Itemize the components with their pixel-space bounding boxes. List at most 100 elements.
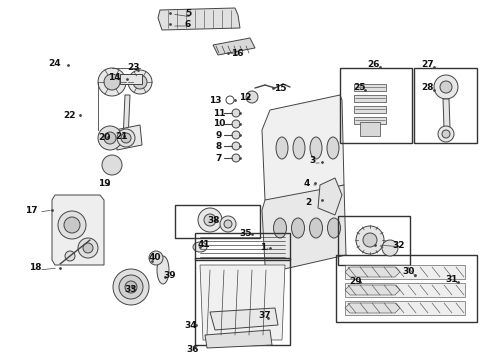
Circle shape bbox=[246, 91, 258, 103]
Text: 4: 4 bbox=[304, 179, 310, 188]
Text: 18: 18 bbox=[29, 264, 41, 273]
Bar bbox=[338, 216, 410, 265]
Ellipse shape bbox=[157, 256, 169, 284]
Circle shape bbox=[363, 233, 377, 247]
Bar bbox=[414, 68, 477, 143]
Ellipse shape bbox=[276, 137, 288, 159]
Text: 38: 38 bbox=[208, 216, 220, 225]
Circle shape bbox=[198, 208, 222, 232]
Circle shape bbox=[125, 281, 137, 293]
Bar bbox=[120, 74, 142, 84]
Text: 3: 3 bbox=[310, 156, 316, 165]
Text: 35: 35 bbox=[240, 229, 252, 238]
Ellipse shape bbox=[310, 137, 322, 159]
Polygon shape bbox=[443, 99, 450, 128]
Circle shape bbox=[58, 211, 86, 239]
Text: 1: 1 bbox=[260, 243, 266, 252]
Text: 21: 21 bbox=[115, 131, 127, 140]
Circle shape bbox=[438, 126, 454, 142]
Polygon shape bbox=[262, 95, 344, 205]
Ellipse shape bbox=[292, 218, 304, 238]
Text: 29: 29 bbox=[350, 276, 362, 285]
Text: 11: 11 bbox=[213, 108, 225, 117]
Polygon shape bbox=[345, 303, 400, 313]
Circle shape bbox=[104, 74, 120, 90]
Circle shape bbox=[204, 214, 216, 226]
Circle shape bbox=[102, 155, 122, 175]
Text: 7: 7 bbox=[216, 153, 222, 162]
Polygon shape bbox=[213, 38, 255, 55]
Text: 25: 25 bbox=[353, 82, 365, 91]
Text: 2: 2 bbox=[305, 198, 311, 207]
Bar bbox=[345, 301, 465, 315]
Bar bbox=[195, 233, 290, 260]
Text: 37: 37 bbox=[259, 310, 271, 320]
Text: 26: 26 bbox=[368, 59, 380, 68]
Text: 20: 20 bbox=[98, 132, 110, 141]
Polygon shape bbox=[345, 267, 400, 277]
Text: 19: 19 bbox=[98, 179, 110, 188]
Ellipse shape bbox=[327, 137, 339, 159]
Text: 33: 33 bbox=[125, 285, 137, 294]
Polygon shape bbox=[210, 308, 278, 330]
Circle shape bbox=[78, 238, 98, 258]
Polygon shape bbox=[158, 8, 240, 30]
Circle shape bbox=[434, 75, 458, 99]
Bar bbox=[360, 122, 380, 136]
Circle shape bbox=[121, 133, 131, 143]
Circle shape bbox=[356, 226, 384, 254]
Ellipse shape bbox=[293, 137, 305, 159]
Circle shape bbox=[65, 251, 75, 261]
Text: 8: 8 bbox=[216, 141, 222, 150]
Circle shape bbox=[232, 154, 240, 162]
Bar bbox=[354, 106, 386, 113]
Text: 9: 9 bbox=[216, 131, 222, 140]
Bar bbox=[354, 117, 386, 124]
Text: 15: 15 bbox=[274, 84, 286, 93]
Bar bbox=[345, 265, 465, 279]
Text: 5: 5 bbox=[185, 9, 191, 18]
Ellipse shape bbox=[193, 242, 207, 252]
Circle shape bbox=[128, 70, 152, 94]
Bar bbox=[195, 258, 290, 345]
Text: 6: 6 bbox=[185, 19, 191, 28]
Bar bbox=[175, 205, 260, 238]
Text: 41: 41 bbox=[197, 239, 210, 248]
Circle shape bbox=[113, 269, 149, 305]
Text: 31: 31 bbox=[446, 275, 458, 284]
Text: 13: 13 bbox=[209, 95, 221, 104]
Bar bbox=[354, 84, 386, 91]
Bar bbox=[336, 255, 477, 322]
Circle shape bbox=[220, 216, 236, 232]
Text: 14: 14 bbox=[108, 72, 121, 81]
Text: 36: 36 bbox=[187, 345, 199, 354]
Circle shape bbox=[442, 130, 450, 138]
Polygon shape bbox=[345, 285, 400, 295]
Text: 22: 22 bbox=[63, 111, 75, 120]
Circle shape bbox=[232, 131, 240, 139]
Polygon shape bbox=[52, 195, 104, 265]
Circle shape bbox=[133, 75, 147, 89]
Text: 24: 24 bbox=[49, 59, 61, 68]
Circle shape bbox=[382, 240, 398, 256]
Circle shape bbox=[64, 217, 80, 233]
Circle shape bbox=[104, 132, 116, 144]
Polygon shape bbox=[318, 178, 342, 215]
Circle shape bbox=[232, 142, 240, 150]
Polygon shape bbox=[205, 330, 272, 348]
Circle shape bbox=[440, 81, 452, 93]
Text: 40: 40 bbox=[149, 253, 161, 262]
Circle shape bbox=[117, 129, 135, 147]
Text: 32: 32 bbox=[393, 240, 405, 249]
Circle shape bbox=[98, 126, 122, 150]
Ellipse shape bbox=[273, 218, 287, 238]
Circle shape bbox=[224, 220, 232, 228]
Circle shape bbox=[119, 275, 143, 299]
Ellipse shape bbox=[327, 218, 341, 238]
Text: 17: 17 bbox=[24, 206, 37, 215]
Text: 28: 28 bbox=[422, 82, 434, 91]
Bar bbox=[345, 283, 465, 297]
Circle shape bbox=[232, 109, 240, 117]
Text: 23: 23 bbox=[127, 63, 139, 72]
Polygon shape bbox=[115, 125, 142, 150]
